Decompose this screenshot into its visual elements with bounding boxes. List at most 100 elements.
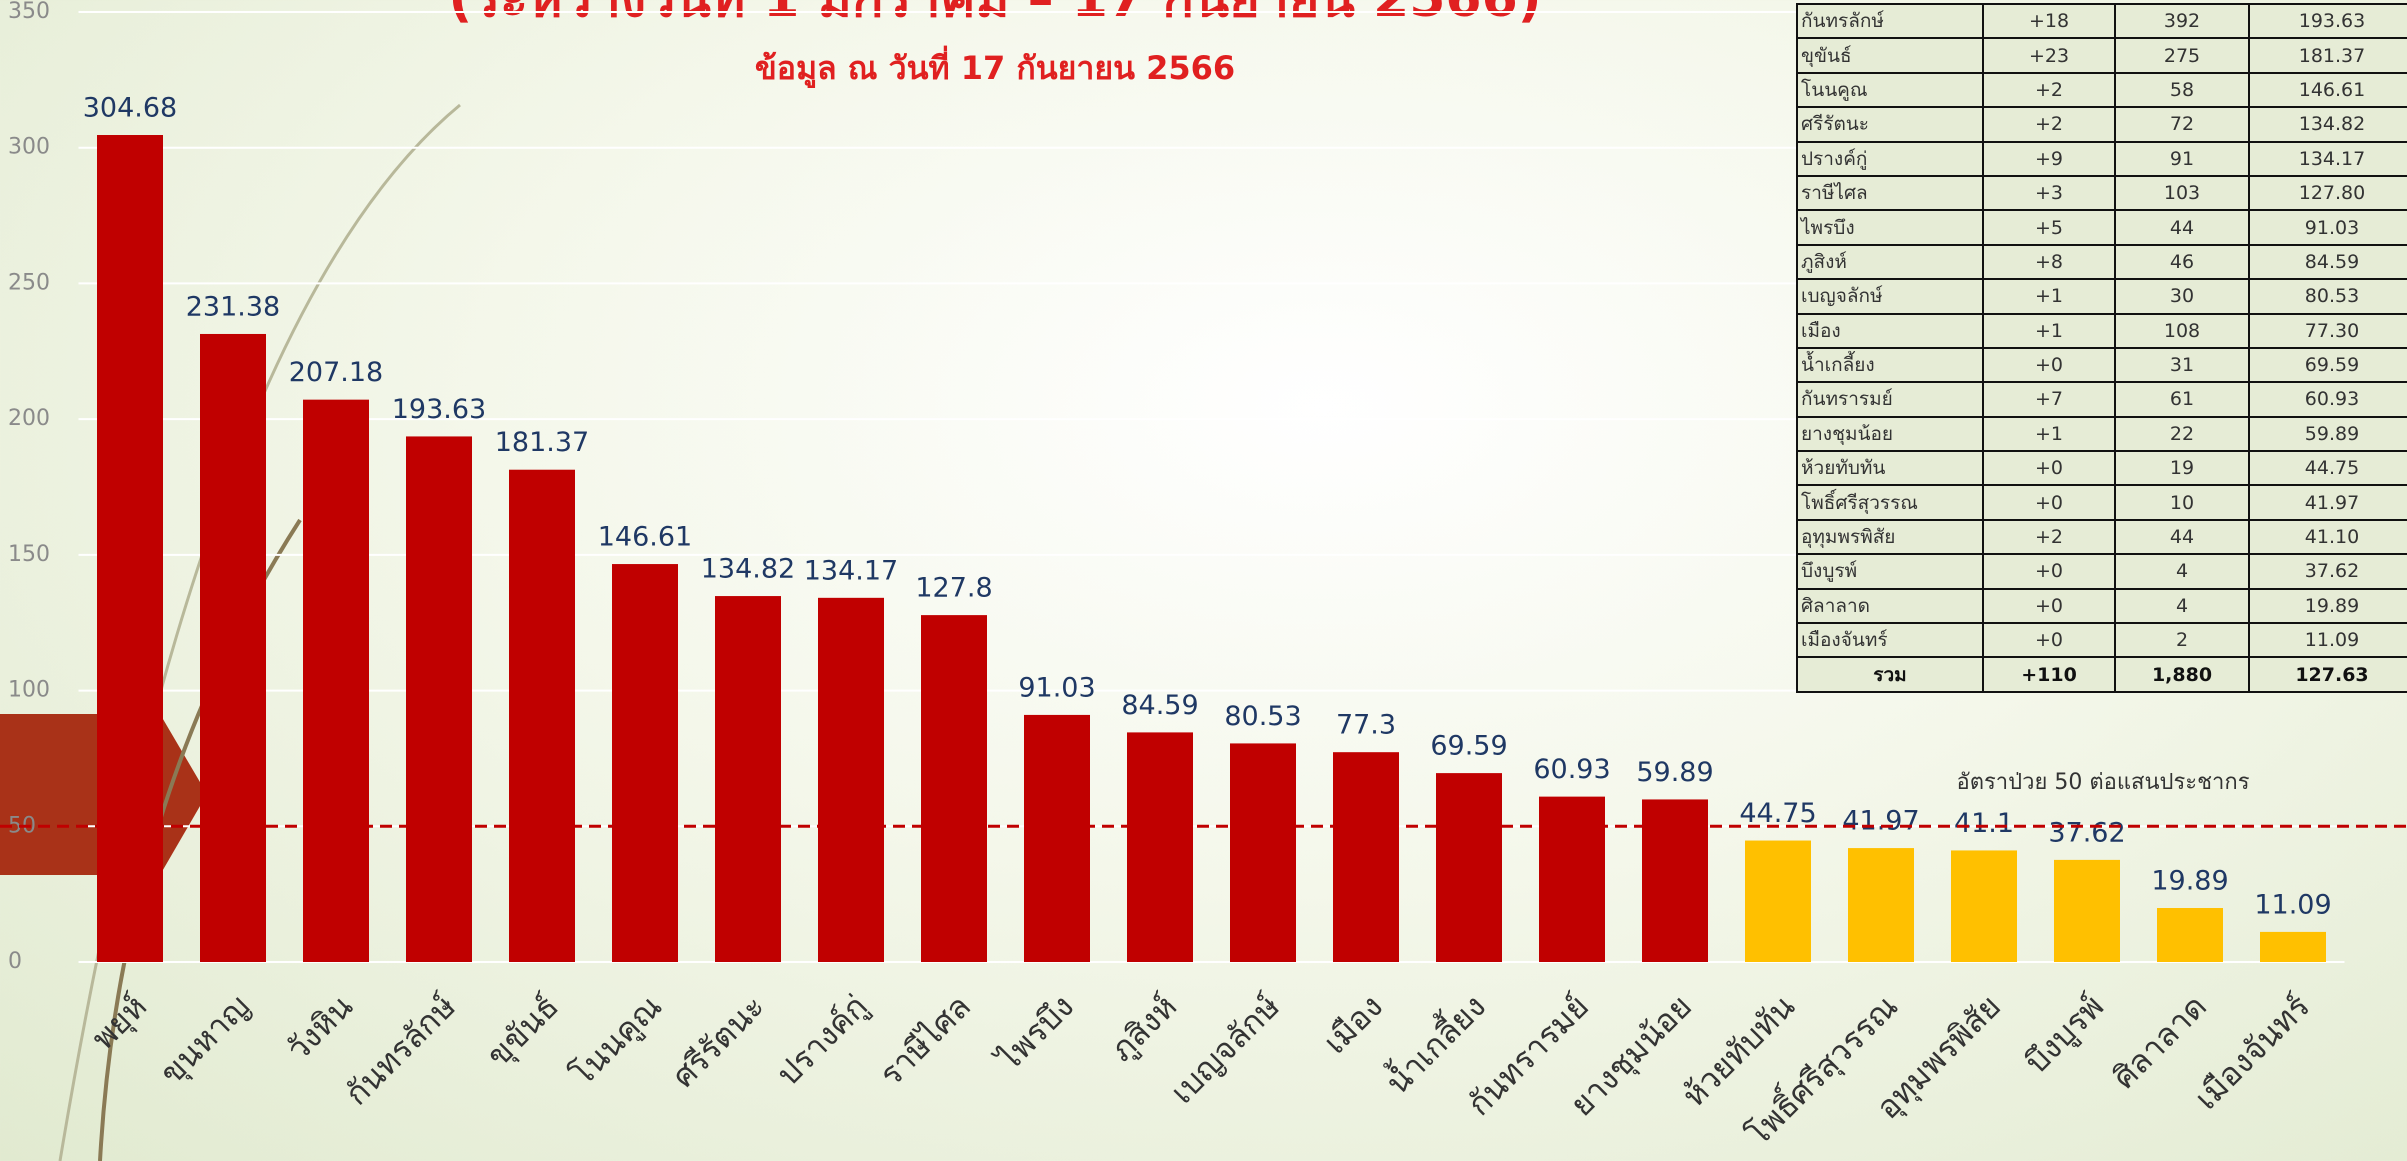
y-tick-label: 150 [8,542,50,567]
table-cell: โพธิ์ศรีสุวรรณ [1797,485,1983,519]
y-tick-label: 300 [8,135,50,160]
table-cell: 60.93 [2249,382,2407,416]
table-cell: 58 [2115,73,2249,107]
table-cell: 46 [2115,245,2249,279]
table-cell: +2 [1983,107,2115,141]
data-table: กันทรลักษ์+18392193.63ขุขันธ์+23275181.3… [1796,3,2407,693]
table-cell: 44 [2115,520,2249,554]
table-cell: 11.09 [2249,623,2407,657]
x-tick-label: บึงบูรพ์ [2017,987,2111,1081]
value-label: 207.18 [289,357,383,388]
table-cell: 91 [2115,142,2249,176]
table-cell: 91.03 [2249,210,2407,244]
value-label: 69.59 [1430,731,1507,762]
page: (ระหว่างวันที่ 1 มกราคม – 17 กันยายน 256… [0,0,2407,1161]
table-cell: 19 [2115,451,2249,485]
table-cell: ราษีไศล [1797,176,1983,210]
table-cell: 146.61 [2249,73,2407,107]
table-cell: 275 [2115,38,2249,72]
chart-subtitle: ข้อมูล ณ วันที่ 17 กันยายน 2566 [755,45,1235,89]
table-row: ศิลาลาด+0419.89 [1797,589,2407,623]
value-label: 304.68 [83,93,177,124]
value-label: 134.17 [804,555,898,586]
table-cell: บึงบูรพ์ [1797,554,1983,588]
table-cell: +2 [1983,73,2115,107]
bar [1539,797,1605,962]
bar [612,564,678,962]
value-label: 77.3 [1336,710,1396,741]
table-cell: +0 [1983,623,2115,657]
table-cell: ปรางค์กู่ [1797,142,1983,176]
bar [921,615,987,962]
x-tick-label: ศรีรัตนะ [664,987,772,1095]
table-cell: ศิลาลาด [1797,589,1983,623]
bar [1848,848,1914,962]
table-cell: +0 [1983,348,2115,382]
table-cell: +5 [1983,210,2115,244]
value-label: 134.82 [701,554,795,585]
table-row: ขุขันธ์+23275181.37 [1797,38,2407,72]
table-cell: เมืองจันทร์ [1797,623,1983,657]
table-cell: 69.59 [2249,348,2407,382]
bar [200,334,266,962]
table-cell: ศรีรัตนะ [1797,107,1983,141]
value-label: 59.89 [1636,757,1713,788]
table-cell: 44.75 [2249,451,2407,485]
table-cell: 77.30 [2249,314,2407,348]
table-cell: +18 [1983,4,2115,38]
table-cell: ห้วยทับทัน [1797,451,1983,485]
bar [1436,773,1502,962]
table-cell: 193.63 [2249,4,2407,38]
bar [1333,752,1399,962]
y-tick-label: 100 [8,678,50,703]
bar [1745,841,1811,962]
table-row: โนนคูณ+258146.61 [1797,73,2407,107]
table-cell: 103 [2115,176,2249,210]
table-cell: 134.82 [2249,107,2407,141]
table-cell: 80.53 [2249,279,2407,313]
value-label: 181.37 [495,427,589,458]
value-label: 37.62 [2048,817,2125,848]
table-cell: ภูสิงห์ [1797,245,1983,279]
table-cell: +8 [1983,245,2115,279]
bar [509,470,575,962]
table-cell: +2 [1983,520,2115,554]
table-cell: 4 [2115,589,2249,623]
x-tick-label: ปรางค์กู่ [769,987,876,1094]
bar [2260,932,2326,962]
value-label: 84.59 [1121,690,1198,721]
x-tick-label: ราษีไศล [872,987,978,1093]
x-tick-label: เมือง [1316,987,1390,1061]
table-cell: รวม [1797,657,1983,691]
table-cell: 108 [2115,314,2249,348]
table-cell: ไพรบึง [1797,210,1983,244]
table-cell: 181.37 [2249,38,2407,72]
value-label: 41.97 [1842,806,1919,837]
value-label: 60.93 [1533,754,1610,785]
table-cell: +0 [1983,485,2115,519]
table-cell: 72 [2115,107,2249,141]
table-cell: ยางชุมน้อย [1797,417,1983,451]
table-cell: อุทุมพรพิสัย [1797,520,1983,554]
table-cell: 37.62 [2249,554,2407,588]
table-cell: 19.89 [2249,589,2407,623]
table-cell: 10 [2115,485,2249,519]
table-cell: +9 [1983,142,2115,176]
table-cell: +1 [1983,314,2115,348]
table-cell: +1 [1983,279,2115,313]
value-label: 193.63 [392,394,486,425]
table-cell: 44 [2115,210,2249,244]
value-label: 19.89 [2151,866,2228,897]
bar [715,596,781,962]
table-cell: +7 [1983,382,2115,416]
value-label: 41.1 [1954,808,2014,839]
bar [1127,732,1193,962]
